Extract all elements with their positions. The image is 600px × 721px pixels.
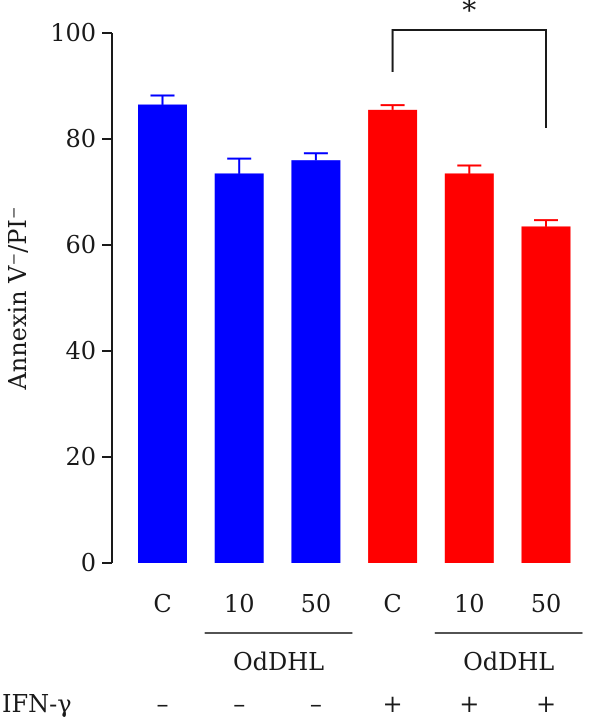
significance-bracket: * [391, 0, 547, 128]
x-category-label: C [383, 590, 401, 618]
x-category-label: 10 [454, 590, 485, 618]
ifn-gamma-sign: – [233, 690, 245, 718]
ifn-gamma-row: IFN-γ – – – + + + [2, 690, 556, 718]
group-label: OdDHL [463, 648, 554, 676]
y-axis: 0 20 40 60 80 100 [50, 19, 113, 577]
group-label: OdDHL [233, 648, 324, 676]
ifn-gamma-label: IFN-γ [2, 690, 72, 718]
y-tick-label: 60 [65, 231, 96, 259]
y-tick-label: 80 [65, 125, 96, 153]
y-tick-label: 100 [50, 19, 96, 47]
x-category-label: 10 [224, 590, 255, 618]
y-tick-label: 40 [65, 337, 96, 365]
x-category-label: 50 [301, 590, 332, 618]
ifn-gamma-sign: + [383, 690, 403, 718]
bar [138, 104, 187, 564]
ifn-gamma-sign: – [157, 690, 169, 718]
ifn-gamma-sign: – [310, 690, 322, 718]
ifn-gamma-sign: + [536, 690, 556, 718]
bar [291, 160, 341, 563]
bars [138, 104, 571, 564]
x-category-label: 50 [531, 590, 562, 618]
x-category-labels: C 10 50 C 10 50 [153, 590, 561, 618]
bar [521, 226, 571, 563]
bar [214, 173, 264, 563]
significance-bracket-line [391, 29, 547, 128]
y-axis-title: Annexin V⁻/PI⁻ [4, 206, 32, 390]
error-bars [150, 94, 558, 227]
bar [368, 109, 418, 563]
significance-star: * [462, 0, 476, 27]
y-tick-label: 20 [65, 443, 96, 471]
ifn-gamma-sign: + [459, 690, 479, 718]
y-tick-label: 0 [81, 549, 96, 577]
x-category-label: C [153, 590, 171, 618]
bar [444, 173, 494, 563]
group-labels: OdDHL OdDHL [204, 632, 583, 676]
